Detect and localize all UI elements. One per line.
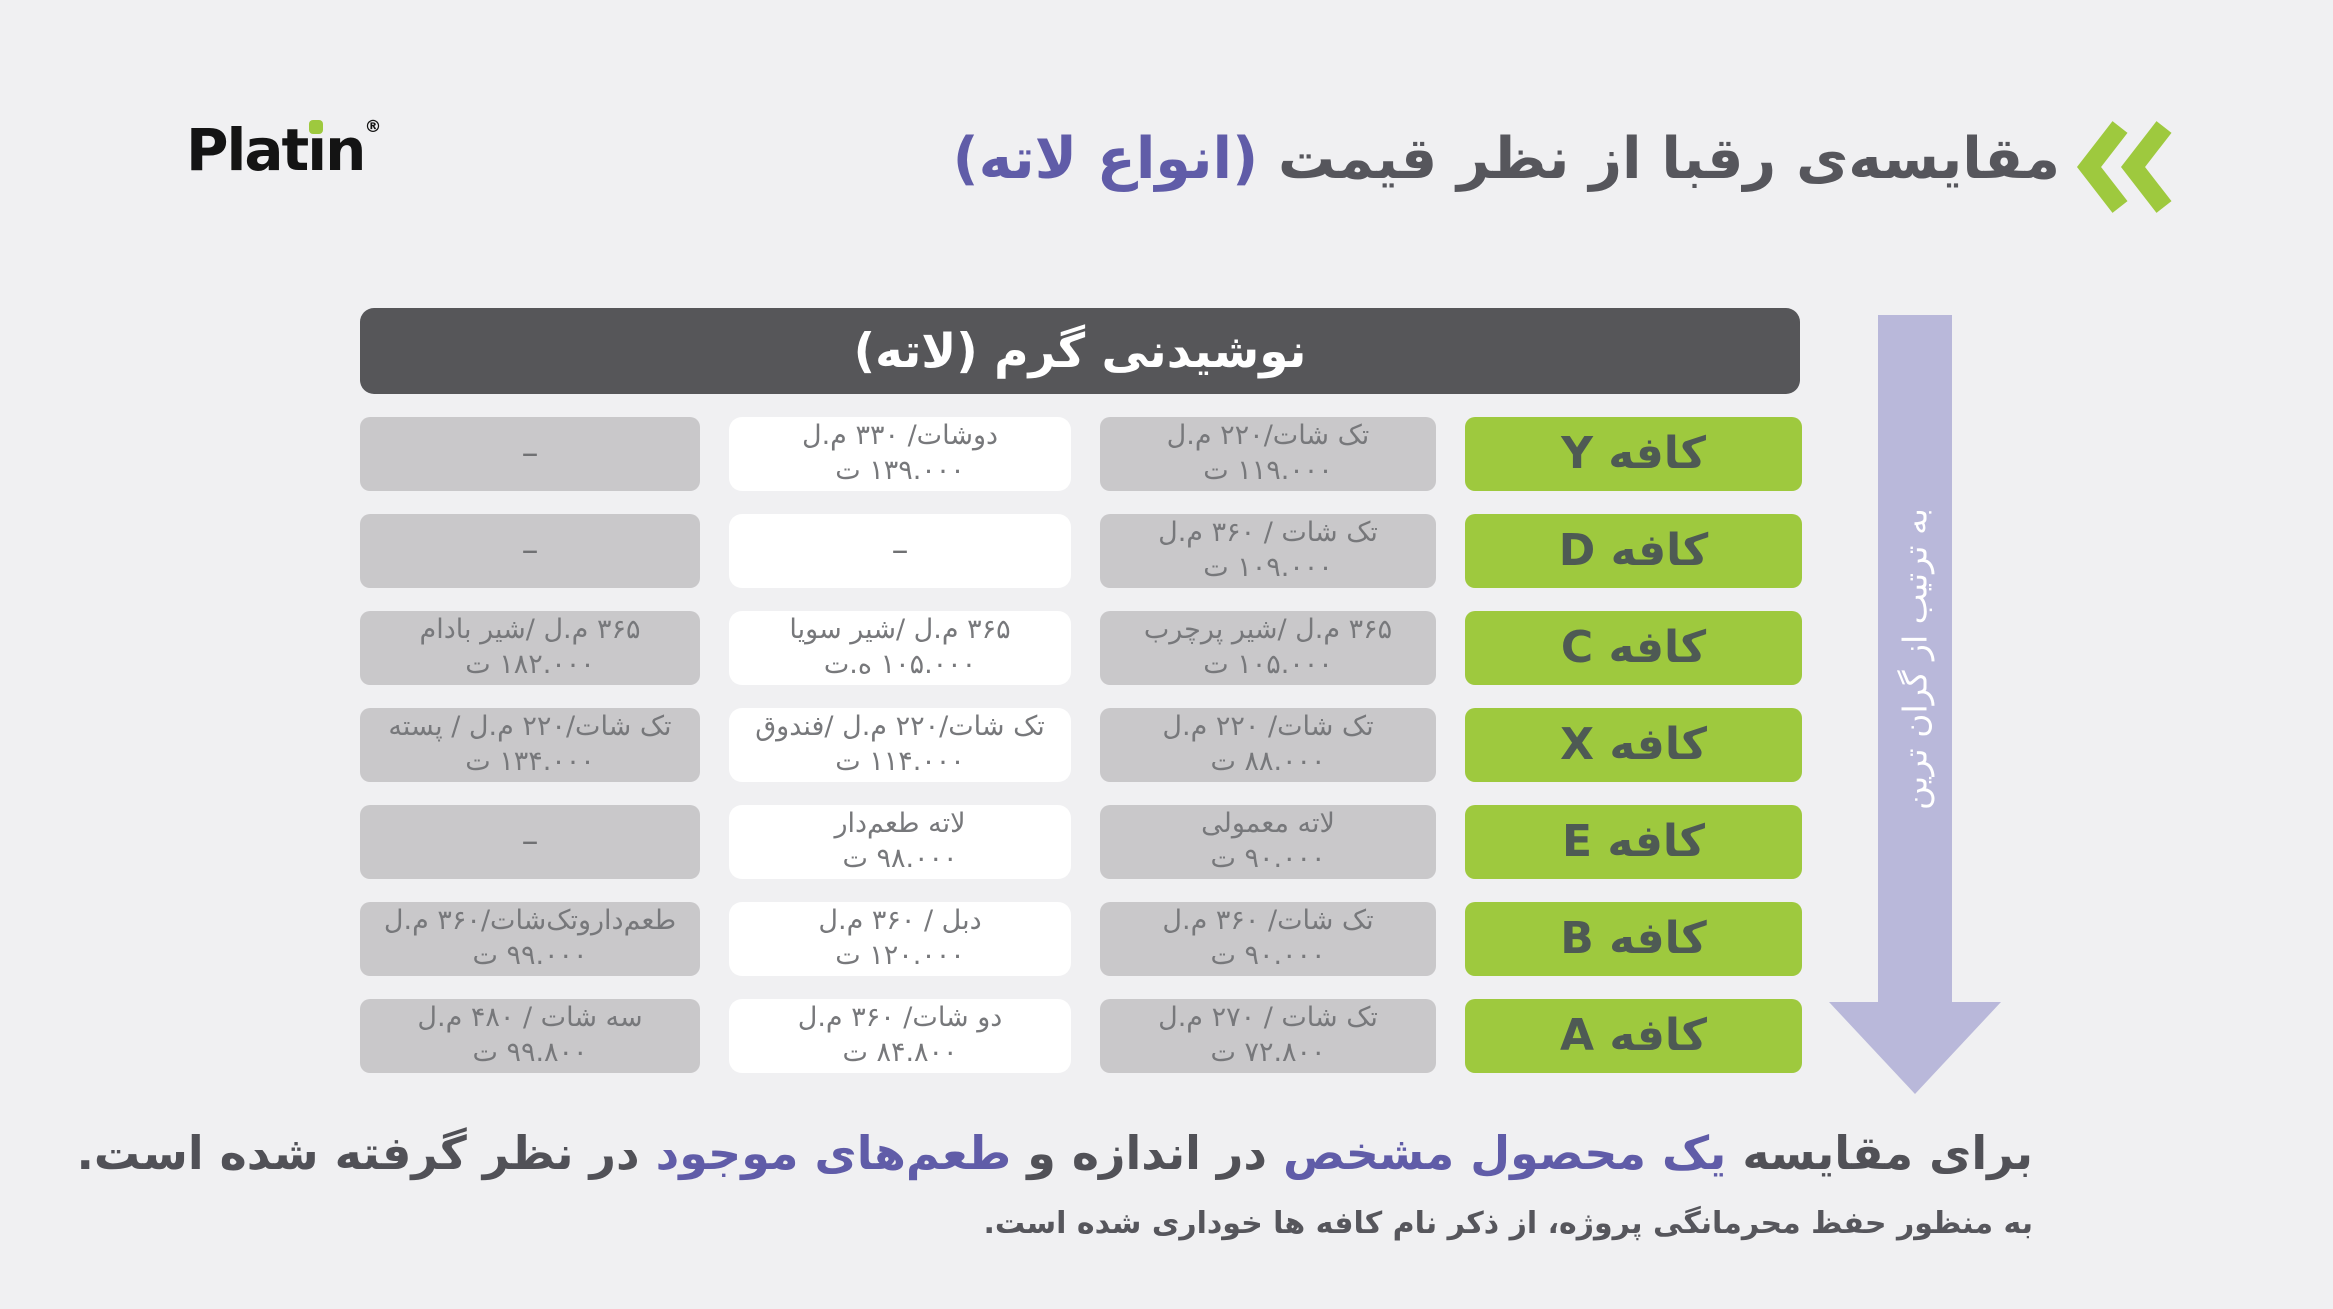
cell-line: تک شات / ۳۶۰ م.ل <box>1158 517 1378 549</box>
cell-line: تک شات / ۲۷۰ م.ل <box>1158 1002 1378 1034</box>
cell-line: کافه Y <box>1561 427 1706 479</box>
cell-line: – <box>891 530 909 571</box>
cell-line: ۱۲۰.۰۰۰ ت <box>835 940 965 971</box>
cell-line: تک شات/۲۲۰ م.ل <box>1166 420 1370 452</box>
cell-line: ۹۹.۸۰۰ ت <box>472 1037 588 1068</box>
cell-line: دبل / ۳۶۰ م.ل <box>818 905 982 937</box>
cell-line: ۸۴.۸۰۰ ت <box>842 1037 958 1068</box>
cell-line: تک شات/ ۲۲۰ م.ل <box>1162 711 1374 743</box>
cell-line: کافه X <box>1560 718 1707 770</box>
price-cell: تک شات/ ۲۲۰ م.ل ۸۸.۰۰۰ ت <box>1100 708 1436 782</box>
cell-line: ۹۰.۰۰۰ ت <box>1210 940 1326 971</box>
cell-line: ۳۶۵ م.ل /شیر بادام <box>419 614 641 646</box>
cell-line: لاته طعم‌دار <box>834 808 966 840</box>
table-header: نوشیدنی گرم (لاته) <box>360 308 1800 394</box>
cell-line: کافه C <box>1560 621 1707 673</box>
price-cell: تک شات / ۳۶۰ م.ل ۱۰۹.۰۰۰ ت <box>1100 514 1436 588</box>
title-main: مقایسه‌ی رقبا از نظر قیمت <box>1278 126 2060 192</box>
cafe-name-cell: کافه A <box>1465 999 1802 1073</box>
cell-line: ۹۸.۰۰۰ ت <box>842 843 958 874</box>
cell-line: دوشات/ ۳۳۰ م.ل <box>801 420 999 452</box>
price-cell: – <box>360 417 700 491</box>
cell-line: ۱۳۴.۰۰۰ ت <box>465 746 595 777</box>
footer-note-secondary: به منظور حفظ محرمانگی پروژه، از ذکر نام … <box>983 1206 2033 1241</box>
footer-text: برای مقایسه <box>1726 1126 2033 1180</box>
platin-logo: Platın® <box>186 116 381 184</box>
cafe-name-cell: کافه Y <box>1465 417 1802 491</box>
price-cell: ۳۶۵ م.ل /شیر سویا ۱۰۵.۰۰۰ ه.ت <box>729 611 1071 685</box>
cell-line: طعم‌داروتک‌شات/۳۶۰ م.ل <box>383 905 677 937</box>
cell-line: کافه B <box>1560 912 1707 964</box>
footer-note-primary: برای مقایسه یک محصول مشخص در اندازه و طع… <box>76 1126 2033 1180</box>
footer-accent-text: یک محصول مشخص <box>1283 1126 1727 1180</box>
cell-line: ۱۳۹.۰۰۰ ت <box>835 455 965 486</box>
price-cell: – <box>360 514 700 588</box>
price-cell: لاته طعم‌دار ۹۸.۰۰۰ ت <box>729 805 1071 879</box>
cafe-name-cell: کافه E <box>1465 805 1802 879</box>
cell-line: سه شات / ۴۸۰ م.ل <box>417 1002 643 1034</box>
cell-line: ۱۰۹.۰۰۰ ت <box>1203 552 1333 583</box>
cell-line: تک شات/۲۲۰ م.ل / پسته <box>388 711 672 743</box>
double-chevron-icon <box>2076 121 2172 213</box>
cell-line: ۱۸۲.۰۰۰ ت <box>465 649 595 680</box>
price-cell: – <box>729 514 1071 588</box>
price-cell: تک شات/۲۲۰ م.ل /فندوق ۱۱۴.۰۰۰ ت <box>729 708 1071 782</box>
expensive-order-arrow-bar: به ترتیب از گران ترین <box>1878 315 1952 1003</box>
price-cell: دوشات/ ۳۳۰ م.ل ۱۳۹.۰۰۰ ت <box>729 417 1071 491</box>
price-cell: دو شات/ ۳۶۰ م.ل ۸۴.۸۰۰ ت <box>729 999 1071 1073</box>
cell-line: لاته معمولی <box>1201 808 1335 840</box>
price-cell: تک شات/ ۳۶۰ م.ل ۹۰.۰۰۰ ت <box>1100 902 1436 976</box>
cafe-name-cell: کافه X <box>1465 708 1802 782</box>
cafe-name-cell: کافه C <box>1465 611 1802 685</box>
cell-line: – <box>521 530 539 571</box>
arrow-label: به ترتیب از گران ترین <box>1895 508 1935 810</box>
logo-text-part2: n <box>325 116 366 184</box>
cell-line: ۹۹.۰۰۰ ت <box>472 940 588 971</box>
price-cell: سه شات / ۴۸۰ م.ل ۹۹.۸۰۰ ت <box>360 999 700 1073</box>
price-cell: تک شات/۲۲۰ م.ل / پسته ۱۳۴.۰۰۰ ت <box>360 708 700 782</box>
footer-text: در اندازه و <box>1011 1126 1283 1180</box>
cell-line: ۳۶۵ م.ل /شیر پرچرب <box>1143 614 1393 646</box>
price-cell: دبل / ۳۶۰ م.ل ۱۲۰.۰۰۰ ت <box>729 902 1071 976</box>
arrow-down-head-icon <box>1829 1002 2001 1094</box>
cell-line: – <box>521 433 539 474</box>
logo-text-part1: Plat <box>186 116 309 184</box>
cell-line: دو شات/ ۳۶۰ م.ل <box>797 1002 1003 1034</box>
cafe-name-cell: کافه B <box>1465 902 1802 976</box>
cell-line: ۱۱۹.۰۰۰ ت <box>1203 455 1333 486</box>
price-cell: ۳۶۵ م.ل /شیر بادام ۱۸۲.۰۰۰ ت <box>360 611 700 685</box>
cell-line: ۸۸.۰۰۰ ت <box>1210 746 1326 777</box>
page-title: مقایسه‌ی رقبا از نظر قیمت (انواع لاته) <box>953 126 2060 192</box>
cell-line: ۳۶۵ م.ل /شیر سویا <box>789 614 1011 646</box>
price-cell: تک شات/۲۲۰ م.ل ۱۱۹.۰۰۰ ت <box>1100 417 1436 491</box>
cell-line: ۱۰۵.۰۰۰ ت <box>1203 649 1333 680</box>
price-cell: طعم‌داروتک‌شات/۳۶۰ م.ل ۹۹.۰۰۰ ت <box>360 902 700 976</box>
cell-line: کافه A <box>1560 1009 1707 1061</box>
cell-line: کافه E <box>1562 815 1705 867</box>
price-cell: لاته معمولی ۹۰.۰۰۰ ت <box>1100 805 1436 879</box>
cell-line: ۷۲.۸۰۰ ت <box>1210 1037 1326 1068</box>
cell-line: ۱۰۵.۰۰۰ ه.ت <box>823 649 977 680</box>
cell-line: کافه D <box>1558 524 1709 576</box>
cell-line: – <box>521 821 539 862</box>
cell-line: ۱۱۴.۰۰۰ ت <box>835 746 965 777</box>
cell-line: ۹۰.۰۰۰ ت <box>1210 843 1326 874</box>
registered-trademark-icon: ® <box>364 117 382 137</box>
cell-line: تک شات/ ۳۶۰ م.ل <box>1162 905 1374 937</box>
price-cell: – <box>360 805 700 879</box>
title-accent: (انواع لاته) <box>952 126 1259 192</box>
cell-line: تک شات/۲۲۰ م.ل /فندوق <box>755 711 1045 743</box>
footer-accent-text: طعم‌های موجود <box>655 1126 1012 1180</box>
price-cell: ۳۶۵ م.ل /شیر پرچرب ۱۰۵.۰۰۰ ت <box>1100 611 1436 685</box>
logo-letter-i: ı <box>307 116 327 184</box>
footer-text: در نظر گرفته شده است. <box>76 1126 656 1180</box>
table-grid: کافه Y تک شات/۲۲۰ م.ل ۱۱۹.۰۰۰ ت دوشات/ ۳۳۰ … <box>360 417 1802 1073</box>
cafe-name-cell: کافه D <box>1465 514 1802 588</box>
price-cell: تک شات / ۲۷۰ م.ل ۷۲.۸۰۰ ت <box>1100 999 1436 1073</box>
